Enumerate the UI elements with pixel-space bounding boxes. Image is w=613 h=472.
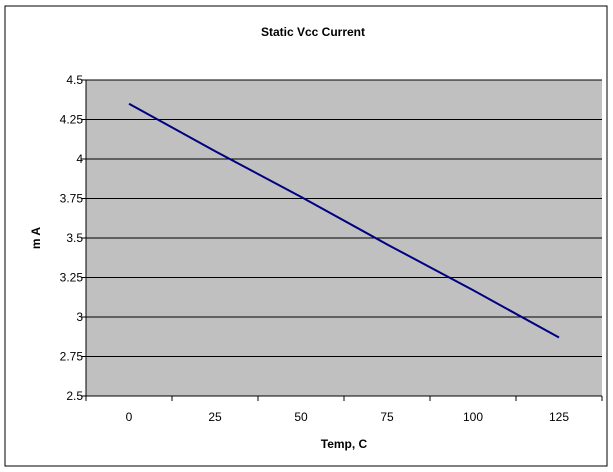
- y-tick-label: 2.75: [60, 350, 84, 364]
- y-tick-label: 3.75: [60, 192, 84, 206]
- x-tick-label: 50: [294, 410, 308, 424]
- y-axis-title: m A: [29, 227, 43, 250]
- x-tick-label: 125: [549, 410, 569, 424]
- y-tick-label: 2.5: [66, 389, 83, 403]
- y-tick-label: 4: [76, 152, 83, 166]
- tick-labels: 2.5 2.75 3 3.25 3.5 3.75 4 4.25 4.5 0 25 50 75 100 125: [60, 73, 570, 424]
- chart-title: Static Vcc Current: [261, 25, 365, 39]
- x-tick-label: 0: [126, 410, 133, 424]
- x-tick-label: 25: [208, 410, 222, 424]
- axes: [81, 79, 603, 401]
- y-tick-label: 3: [76, 310, 83, 324]
- series-layer: [128, 102, 560, 339]
- series-line: [128, 102, 560, 339]
- y-tick-label: 4.25: [60, 113, 84, 127]
- y-tick-label: 4.5: [66, 73, 83, 87]
- y-tick-label: 3.25: [60, 271, 84, 285]
- grid-lines: [86, 79, 602, 357]
- x-tick-label: 100: [463, 410, 483, 424]
- y-tick-label: 3.5: [66, 231, 83, 245]
- x-axis-title: Temp, C: [321, 437, 368, 451]
- x-tick-label: 75: [380, 410, 394, 424]
